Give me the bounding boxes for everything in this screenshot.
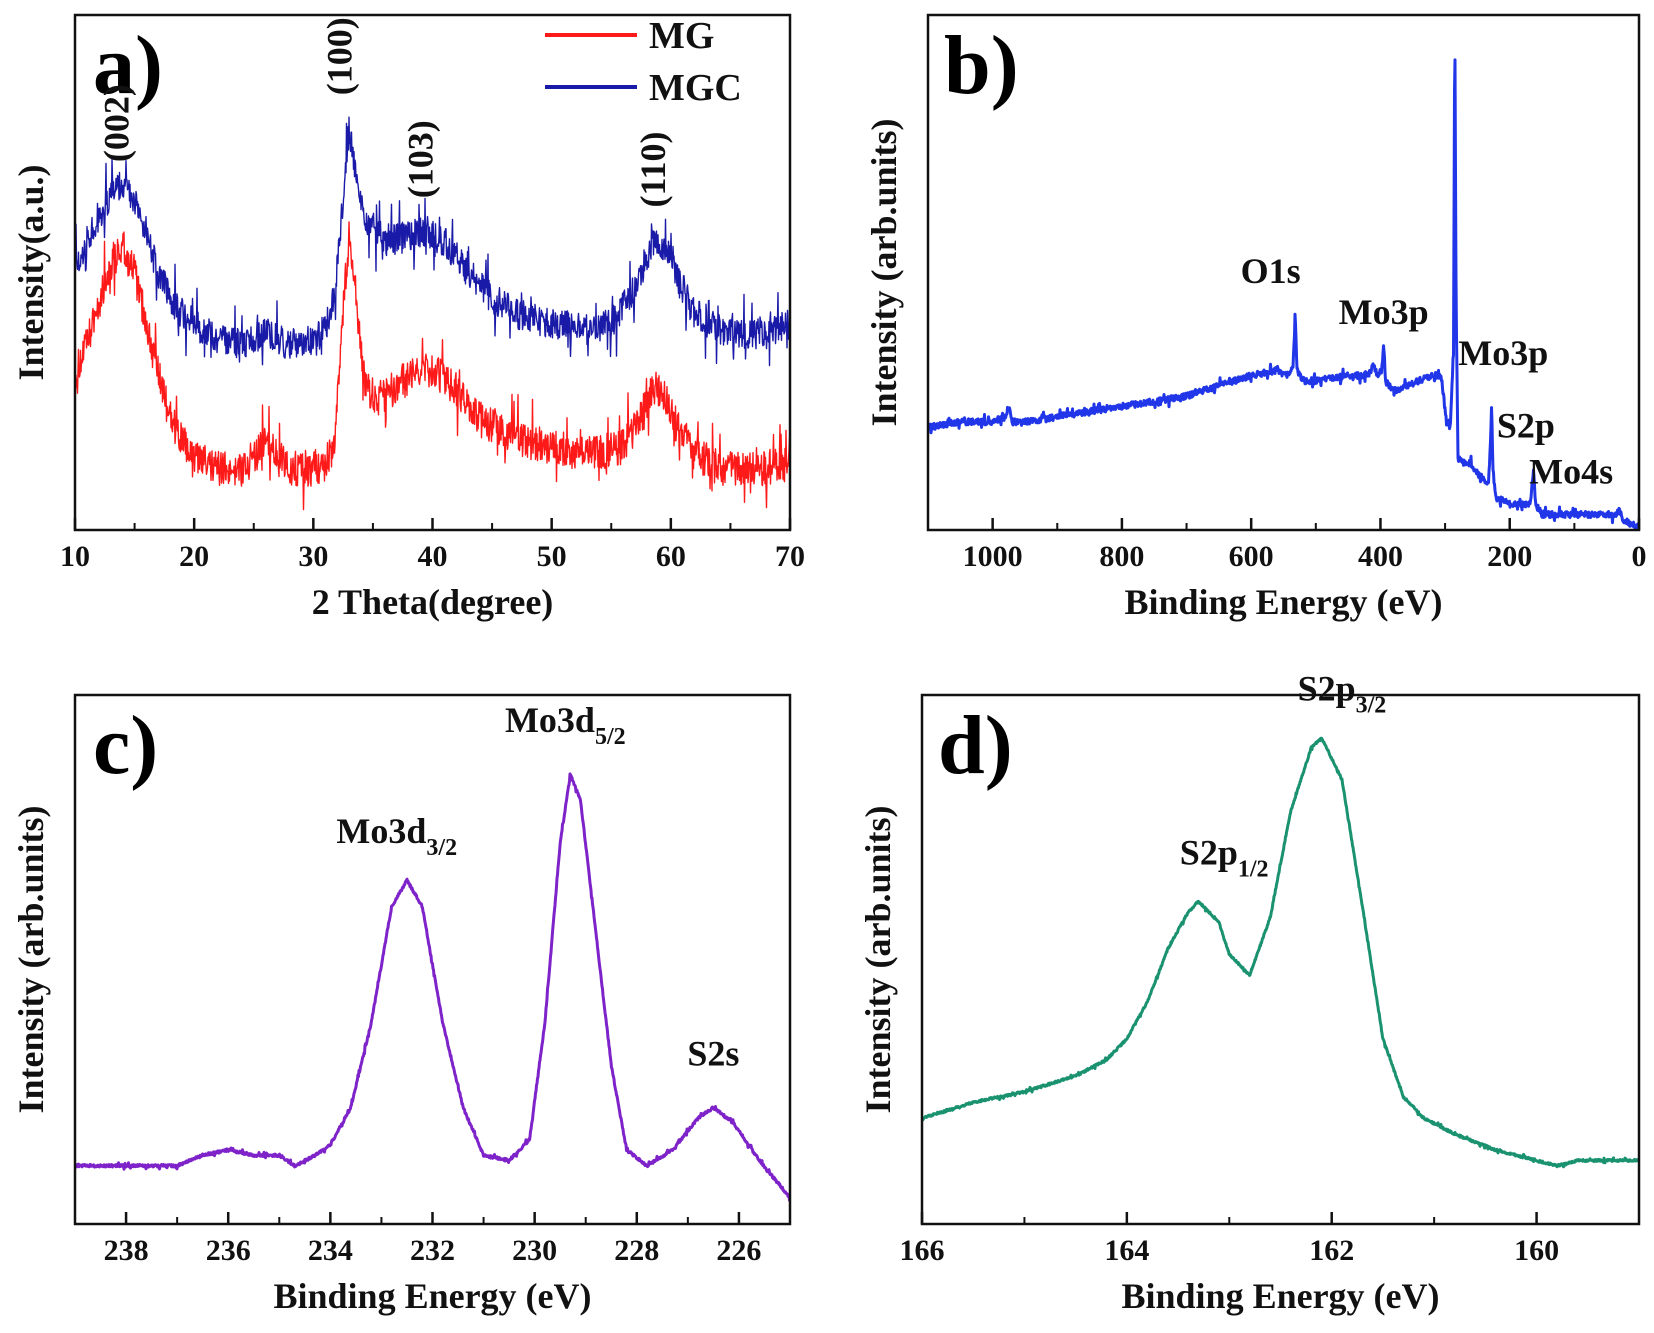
x-tick-label-b: 200 <box>1487 540 1532 573</box>
peak-label-main: S2p <box>1180 832 1238 872</box>
peak-label-main: O1s <box>1241 251 1301 291</box>
x-tick-label-c: 232 <box>410 1234 455 1267</box>
legend-entry-mg: MG <box>649 15 714 57</box>
series-line-d-0 <box>922 736 1639 1169</box>
y-axis-title-c: Intensity (arb.units) <box>11 805 51 1113</box>
peak-label-c: S2s <box>687 1033 739 1073</box>
peak-label-d: S2p3/2 <box>1298 668 1387 718</box>
peak-label-d: S2p1/2 <box>1180 832 1269 882</box>
x-axis-title-b: Binding Energy (eV) <box>1124 582 1442 622</box>
legend-entry-mgc: MGC <box>649 67 742 109</box>
peak-label-b: O1s <box>1241 251 1301 291</box>
peak-label-main: S2p <box>1298 668 1356 708</box>
x-axis-title-c: Binding Energy (eV) <box>273 1276 591 1316</box>
x-tick-label-b: 1000 <box>963 540 1023 573</box>
x-tick-label-c: 234 <box>308 1234 353 1267</box>
peak-label-main: S2p <box>1497 405 1555 445</box>
panel-label-b: b) <box>944 19 1019 112</box>
y-axis-title-d: Intensity (arb.units) <box>858 805 898 1113</box>
plot-frame-b <box>926 13 1641 532</box>
peak-label-main: C1s <box>1435 0 1493 2</box>
x-tick-label-a: 20 <box>179 540 209 573</box>
peak-label-subscript: 5/2 <box>595 724 626 750</box>
peak-label-a: (110) <box>633 132 673 208</box>
x-tick-label-a: 10 <box>60 540 90 573</box>
panel-c: 238 236 234 232 230 228 226 Binding Energy (eV)… <box>11 693 792 1316</box>
peak-label-subscript: 3/2 <box>426 835 457 861</box>
peak-label-b: Mo3p <box>1458 333 1548 373</box>
x-tick-label-c: 226 <box>716 1234 761 1267</box>
peak-label-c: Mo3d3/2 <box>336 811 457 861</box>
peak-label-main: Mo3p <box>1339 292 1429 332</box>
x-tick-label-c: 228 <box>614 1234 659 1267</box>
peak-label-b: Mo4s <box>1529 452 1613 492</box>
y-axis-title-a: Intensity(a.u.) <box>11 164 51 380</box>
series-line-b-0 <box>928 58 1639 530</box>
x-tick-label-d: 166 <box>900 1234 945 1267</box>
peak-label-subscript: 1/2 <box>1238 856 1269 882</box>
x-tick-label-d: 160 <box>1514 1234 1559 1267</box>
peak-label-subscript: 3/2 <box>1356 692 1387 718</box>
x-tick-label-a: 40 <box>418 540 448 573</box>
peak-label-b: Mo3p <box>1339 292 1429 332</box>
x-tick-label-b: 0 <box>1632 540 1647 573</box>
y-axis-title-b: Intensity (arb.units) <box>864 118 904 426</box>
peak-label-a: (103) <box>401 120 441 198</box>
x-tick-label-a: 30 <box>298 540 328 573</box>
peak-label-a: (002) <box>97 84 137 162</box>
x-tick-label-b: 400 <box>1358 540 1403 573</box>
x-tick-label-c: 238 <box>104 1234 149 1267</box>
x-tick-label-a: 60 <box>656 540 686 573</box>
x-tick-label-c: 236 <box>206 1234 251 1267</box>
peak-label-main: Mo4s <box>1529 452 1613 492</box>
series-line-a-mgc <box>75 116 790 367</box>
panel-label-c: c) <box>93 699 158 792</box>
panel-label-d: d) <box>938 699 1013 792</box>
panel-b: 1000 800 600 400 200 0 Binding Energy (eV) Inte… <box>864 0 1647 622</box>
series-line-c-0 <box>75 772 790 1202</box>
x-tick-label-a: 50 <box>537 540 567 573</box>
series-line-a-mg <box>75 221 790 511</box>
peak-label-b: S2p <box>1497 405 1555 445</box>
x-tick-label-c: 230 <box>512 1234 557 1267</box>
peak-label-main: Mo3p <box>1458 333 1548 373</box>
panel-a: 10 20 30 40 50 60 70 2 Theta(degree) Intensity(a… <box>11 13 805 622</box>
x-tick-label-b: 800 <box>1099 540 1144 573</box>
peak-label-a: (100) <box>319 17 359 95</box>
peak-label-c: Mo3d5/2 <box>505 700 626 750</box>
peak-label-main: Mo3d <box>505 700 595 740</box>
peak-label-main: Mo3d <box>336 811 426 851</box>
x-tick-label-d: 164 <box>1104 1234 1149 1267</box>
panel-d: 166 164 162 160 Binding Energy (eV) Intensity… <box>858 668 1641 1316</box>
x-axis-title-a: 2 Theta(degree) <box>312 582 554 622</box>
plot-frame-d <box>920 693 1641 1226</box>
peak-label-main: S2s <box>687 1033 739 1073</box>
x-axis-title-d: Binding Energy (eV) <box>1121 1276 1439 1316</box>
x-tick-label-b: 600 <box>1229 540 1274 573</box>
x-tick-label-a: 70 <box>775 540 805 573</box>
x-tick-label-d: 162 <box>1309 1234 1354 1267</box>
panel-label-a: a) <box>93 19 163 112</box>
peak-label-b: C1s <box>1435 0 1493 2</box>
